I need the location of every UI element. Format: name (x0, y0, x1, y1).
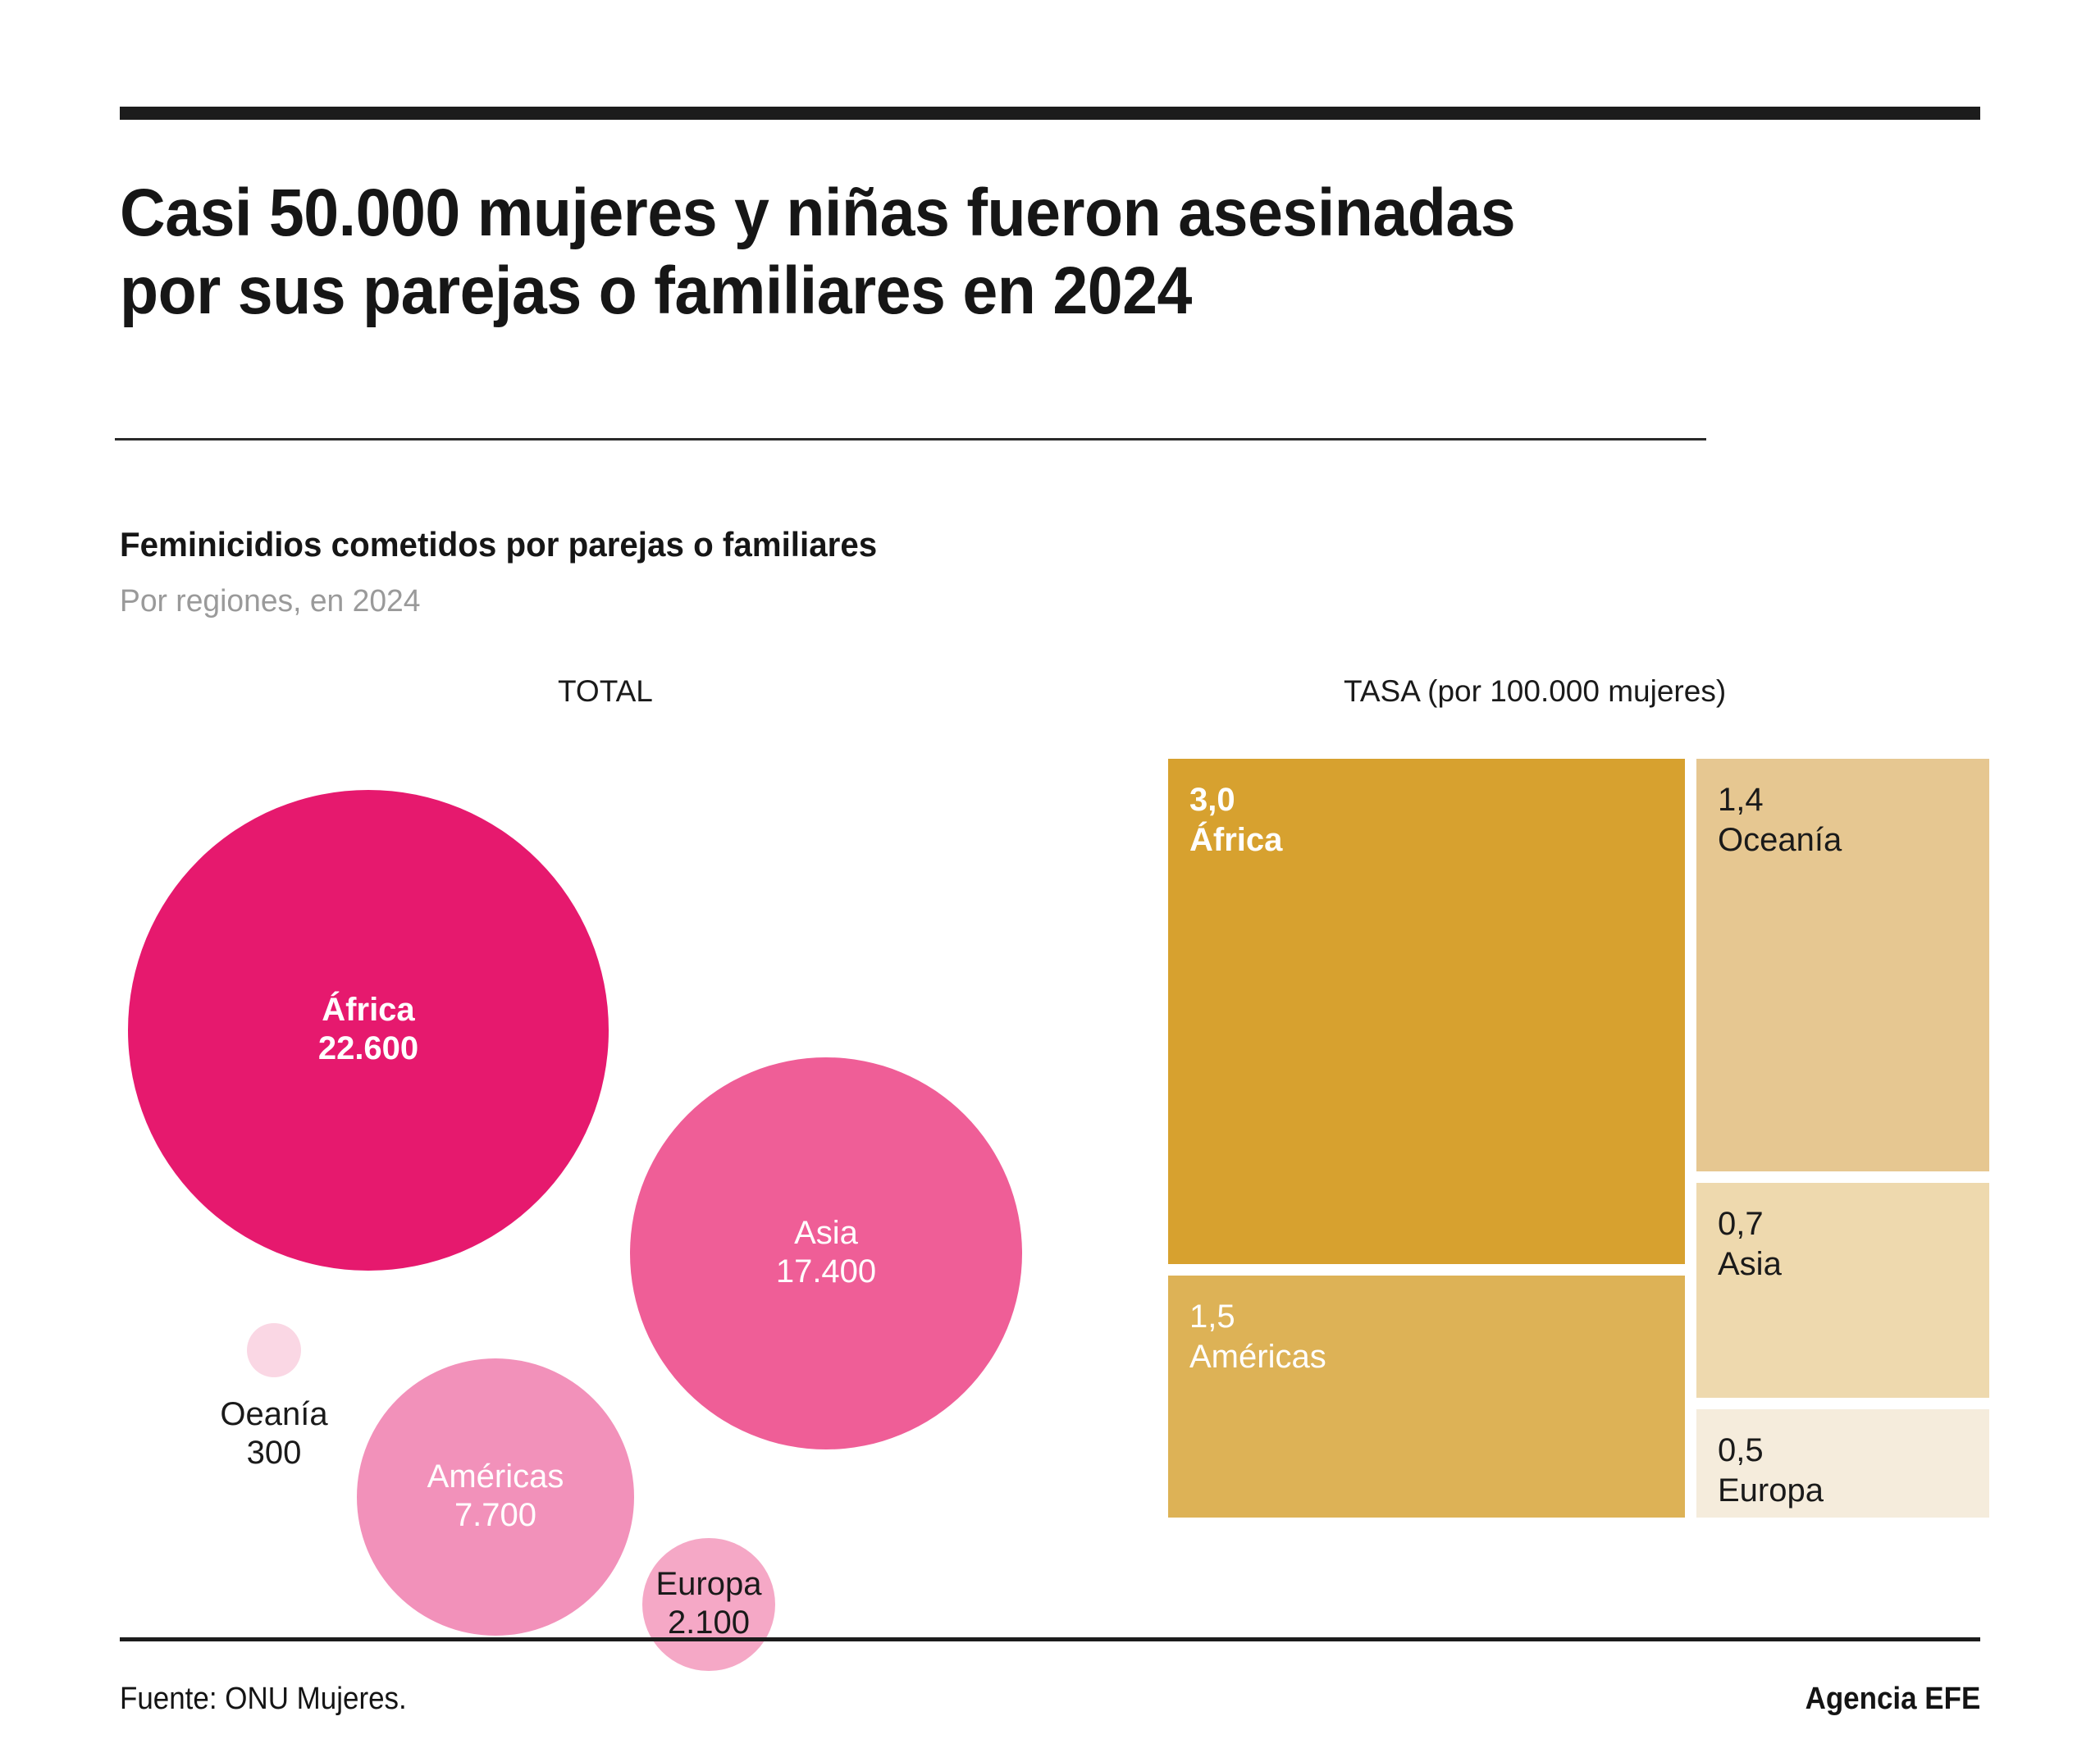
headline-divider (115, 438, 1706, 440)
treemap-cell-europa: 0,5 Europa (1696, 1409, 1989, 1518)
agency-credit: Agencia EFE (1805, 1682, 1980, 1716)
bubble-label-value: 22.600 (317, 1030, 419, 1067)
treemap-cell-américas: 1,5 Américas (1168, 1276, 1685, 1518)
panel-caption-total: TOTAL (558, 674, 653, 708)
bubble-label-name: África (322, 992, 415, 1028)
treemap-cell-oceanía: 1,4 Oceanía (1696, 759, 1989, 1171)
bubble-asia (630, 1057, 1022, 1449)
treemap-cell-value: 1,5 (1189, 1299, 1235, 1335)
bubble-label-name: Europa (655, 1566, 762, 1602)
treemap-cell-name: Américas (1189, 1338, 1326, 1375)
bubble-label-value: 300 (246, 1435, 302, 1472)
bubble-chart: África 22.600 Asia 17.400 Américas 7.700 Europ… (110, 790, 1022, 1671)
treemap-cell-value: 1,4 (1718, 782, 1764, 818)
bubble-label-asia: Asia 17.400 (662, 1214, 990, 1291)
treemap-cell-name: Europa (1718, 1472, 1824, 1509)
top-rule (120, 107, 1980, 120)
treemap-cell-value: 0,7 (1718, 1206, 1764, 1242)
treemap-cell-asia: 0,7 Asia (1696, 1183, 1989, 1398)
bubble-label-value: 17.400 (775, 1253, 877, 1290)
treemap-cell-name: Asia (1718, 1245, 1782, 1282)
bubble-label-américas: Américas 7.700 (331, 1458, 660, 1535)
bubble-áfrica (128, 790, 609, 1271)
bubble-label-name: Oeanía (220, 1396, 328, 1432)
bubble-label-áfrica: África 22.600 (204, 991, 532, 1068)
bubble-américas (357, 1358, 634, 1636)
chart-title: Feminicidios cometidos por parejas o fam… (120, 525, 878, 564)
page-title: Casi 50.000 mujeres y niñas fueron asesi… (120, 176, 1516, 329)
bubble-label-value: 7.700 (454, 1497, 537, 1534)
bubble-label-name: Asia (794, 1215, 858, 1251)
bubble-label-europa: Europa 2.100 (545, 1565, 873, 1642)
treemap-cell-value: 0,5 (1718, 1432, 1764, 1468)
rate-treemap: 3,0 África 1,5 Américas 1,4 Oceanía 0,7 Asia 0,5… (1168, 759, 1989, 1518)
panel-caption-rate: TASA (por 100.000 mujeres) (1344, 674, 1727, 708)
treemap-cell-value: 3,0 (1189, 782, 1235, 818)
treemap-cell-áfrica: 3,0 África (1168, 759, 1685, 1264)
treemap-cell-name: África (1189, 821, 1283, 858)
treemap-cell-name: Oceanía (1718, 821, 1842, 858)
source-note: Fuente: ONU Mujeres. (120, 1682, 407, 1716)
bubble-label-value: 2.100 (667, 1605, 751, 1641)
bubble-label-oeanía: Oeanía 300 (110, 1395, 438, 1472)
bubble-oeanía (247, 1323, 301, 1377)
bottom-rule (120, 1637, 1980, 1641)
bubble-label-name: Américas (427, 1458, 564, 1495)
bubble-europa (642, 1538, 775, 1671)
chart-subtitle: Por regiones, en 2024 (120, 584, 421, 619)
